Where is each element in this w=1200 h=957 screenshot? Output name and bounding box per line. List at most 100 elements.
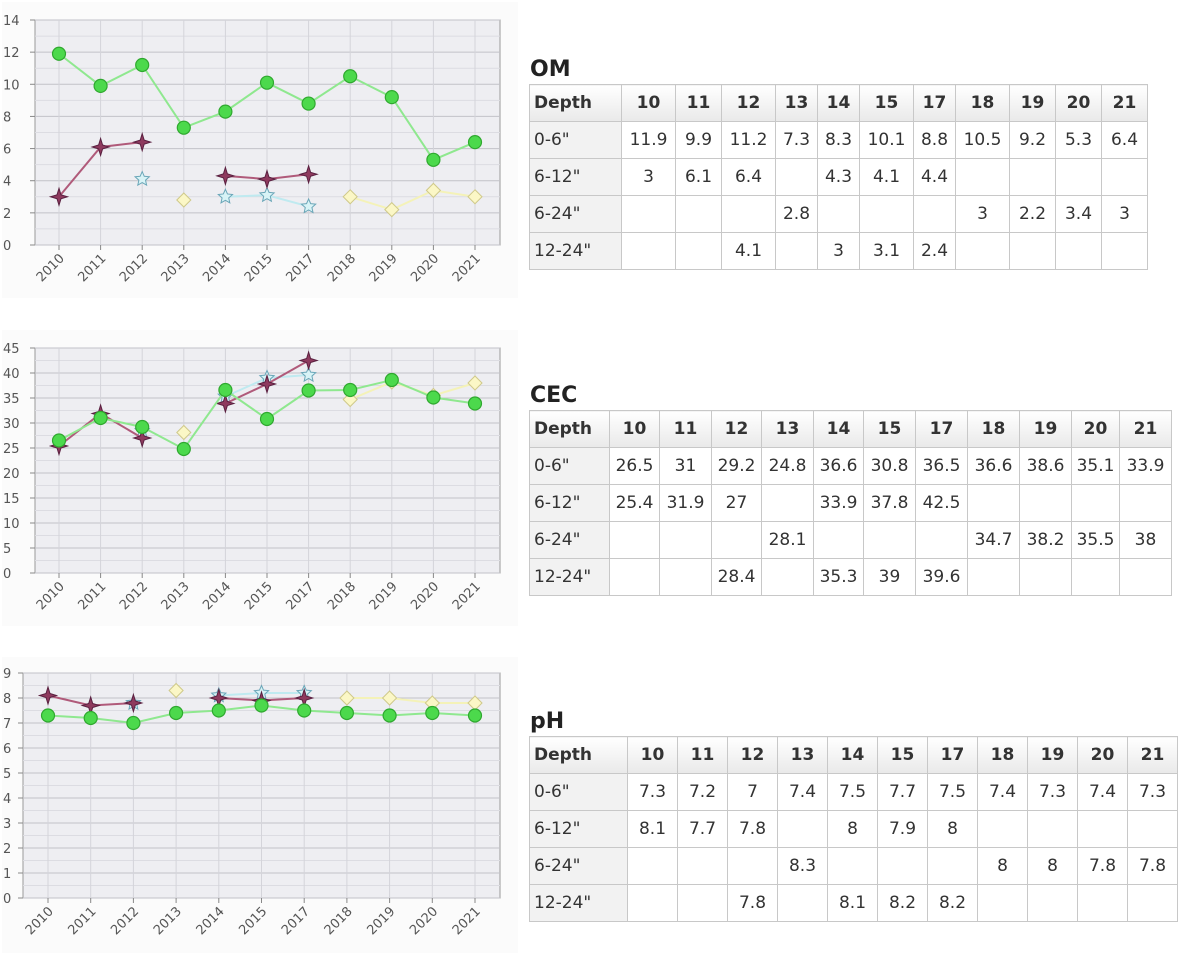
cec-table: Depth 10 11 12 13 14 15 17 18 19 20 21 0-6" 26.5 31 29.… (529, 410, 1172, 596)
data-point (51, 46, 67, 61)
value-cell: 7 (727, 773, 778, 811)
data-point (168, 682, 184, 699)
year-header: 11 (675, 84, 722, 122)
value-cell (777, 884, 828, 922)
om-panel: OM Depth 10 11 12 13 14 15 17 18 19 20 21 0-6" 11.9 9.… (529, 56, 1148, 270)
y-tick-label: 8 (3, 692, 11, 707)
value-cell (721, 195, 776, 233)
data-point (83, 710, 98, 726)
value-cell: 7.2 (677, 773, 728, 811)
data-point (48, 186, 70, 208)
data-point (256, 168, 278, 190)
ph-table: Depth 10 11 12 13 14 15 17 18 19 20 21 0-6" 7.3 7.2 7 7.… (529, 736, 1178, 922)
value-cell (1119, 484, 1172, 522)
value-cell (1019, 558, 1072, 596)
data-point (218, 104, 233, 119)
data-point (382, 708, 397, 723)
year-header: 21 (1119, 410, 1172, 448)
value-cell: 7.5 (927, 773, 978, 811)
y-tick-label: 30 (3, 417, 20, 432)
year-header: 20 (1071, 410, 1120, 448)
value-cell: 7.9 (877, 810, 928, 848)
table-row: 6-12" 3 6.1 6.4 4.3 4.1 4.4 (529, 158, 1148, 196)
data-point (467, 189, 483, 205)
value-cell (1071, 558, 1120, 596)
value-cell: 8.1 (827, 884, 878, 922)
data-point (211, 703, 226, 718)
value-cell: 37.8 (863, 484, 916, 522)
ph-table-title: pH (530, 709, 565, 734)
value-cell (609, 521, 660, 559)
value-cell (677, 847, 728, 885)
year-header: 13 (777, 736, 828, 774)
y-tick-label: 3 (3, 817, 11, 832)
value-cell (955, 158, 1010, 196)
data-point (301, 383, 316, 398)
value-cell: 2.8 (775, 195, 818, 233)
value-cell (1019, 484, 1072, 522)
value-cell: 9.9 (675, 121, 722, 159)
data-point (256, 373, 278, 395)
year-header: 11 (677, 736, 728, 774)
data-point (258, 186, 276, 203)
value-cell: 8 (1027, 847, 1078, 885)
value-cell: 36.5 (915, 447, 968, 485)
value-cell: 2.2 (1009, 195, 1056, 233)
value-cell (1009, 232, 1056, 270)
value-cell: 24.8 (761, 447, 814, 485)
table-row: 0-6" 11.9 9.9 11.2 7.3 8.3 10.1 8.8 10.5 9.2 5.3 6.… (529, 121, 1148, 159)
data-point (176, 441, 191, 457)
y-tick-label: 45 (3, 342, 20, 357)
y-tick-label: 10 (3, 517, 20, 532)
value-cell: 8.3 (817, 121, 860, 159)
year-header: 13 (775, 84, 818, 122)
data-point (40, 708, 56, 723)
value-cell: 7.7 (677, 810, 728, 848)
value-cell: 29.2 (711, 447, 762, 485)
value-cell: 30.8 (863, 447, 916, 485)
value-cell: 33.9 (1119, 447, 1172, 485)
value-cell (1009, 158, 1056, 196)
value-cell: 7.7 (877, 773, 928, 811)
value-cell (621, 195, 676, 233)
value-cell: 6.1 (675, 158, 722, 196)
value-cell (775, 158, 818, 196)
value-cell (761, 558, 814, 596)
value-cell: 7.3 (1127, 773, 1178, 811)
value-cell (775, 232, 818, 270)
y-tick-label: 14 (3, 14, 20, 29)
value-cell (1071, 484, 1120, 522)
data-point (126, 715, 141, 731)
year-header: 18 (977, 736, 1028, 774)
value-cell: 36.6 (967, 447, 1020, 485)
year-header: 14 (813, 410, 864, 448)
value-cell: 7.4 (777, 773, 828, 811)
depth-header: Depth (529, 736, 628, 774)
om-table-title: OM (530, 57, 571, 82)
year-header: 17 (913, 84, 956, 122)
table-row: 12-24" 7.8 8.1 8.2 8.2 (529, 884, 1178, 922)
y-tick-label: 6 (3, 143, 11, 158)
value-cell (659, 521, 712, 559)
value-cell (677, 884, 728, 922)
data-point (467, 396, 483, 411)
table-row: 6-12" 25.4 31.9 27 33.9 37.8 42.5 (529, 484, 1172, 522)
value-cell: 31 (659, 447, 712, 485)
value-cell (627, 847, 678, 885)
y-tick-label: 5 (3, 767, 11, 782)
value-cell: 9.2 (1009, 121, 1056, 159)
value-cell: 31.9 (659, 484, 712, 522)
y-tick-label: 8 (3, 110, 11, 125)
year-header: 18 (967, 410, 1020, 448)
value-cell (627, 884, 678, 922)
year-header: 10 (609, 410, 660, 448)
depth-cell: 0-6" (529, 773, 628, 811)
year-header: 18 (955, 84, 1010, 122)
value-cell (621, 232, 676, 270)
cec-table-title: CEC (530, 383, 578, 408)
value-cell: 27 (711, 484, 762, 522)
value-cell (813, 521, 864, 559)
year-header: 20 (1055, 84, 1102, 122)
value-cell (1127, 884, 1178, 922)
